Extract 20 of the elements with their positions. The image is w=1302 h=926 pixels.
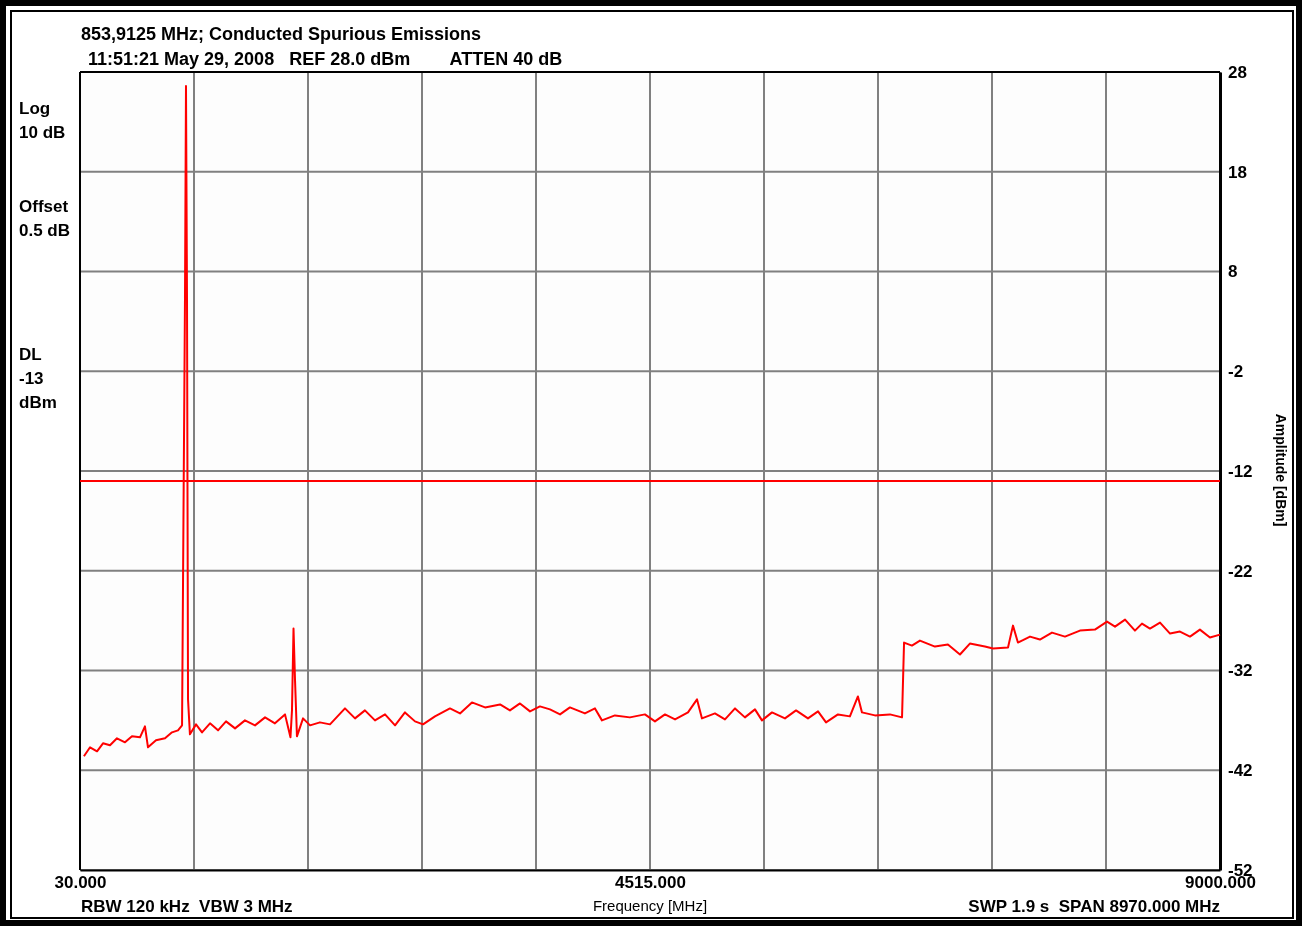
y-tick-label: -12	[1228, 461, 1253, 481]
y-tick-label: -42	[1228, 761, 1253, 781]
x-tick-label: 4515.000	[615, 873, 686, 893]
y-tick-label: -32	[1228, 661, 1253, 681]
y-tick-label: 28	[1228, 62, 1247, 82]
text: DL -13 dBm	[19, 345, 57, 412]
y-tick-label: -22	[1228, 561, 1253, 581]
text: Offset 0.5 dB	[19, 197, 71, 240]
y-tick-label: 18	[1228, 162, 1247, 182]
x-axis-title: Frequency [MHz]	[592, 897, 708, 914]
chart-subtitle: 11:51:21 May 29, 2008 REF 28.0 dBm ATTEN 40 dB	[88, 49, 563, 69]
y-tick-label: -2	[1228, 362, 1244, 382]
line-series	[82, 84, 1221, 758]
x-tick-label: 30.000	[54, 873, 107, 893]
y-tick-label: 8	[1228, 262, 1238, 282]
text: RBW 120 kHz VBW 3 MHz	[81, 897, 293, 916]
text: Log 10 dB	[19, 99, 66, 142]
text: SWP 1.9 s SPAN 8970.000 MHz	[968, 897, 1220, 916]
y-axis-title: Amplitude [dBm]	[1273, 413, 1289, 527]
chart-title: 853,9125 MHz; Conducted Spurious Emissions	[81, 24, 482, 44]
